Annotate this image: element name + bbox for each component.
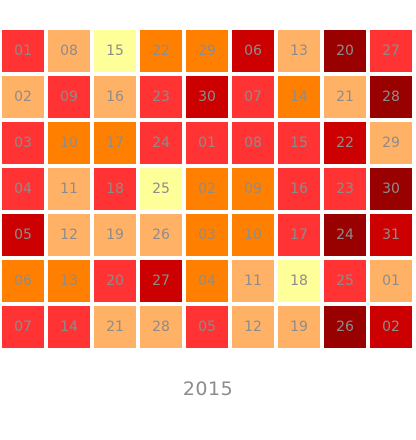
heatmap-cell: 28 — [370, 76, 412, 118]
heatmap-cell: 09 — [48, 76, 90, 118]
heatmap-cell: 19 — [94, 214, 136, 256]
heatmap-cell: 23 — [140, 76, 182, 118]
heatmap-cell: 22 — [324, 122, 366, 164]
heatmap-cell: 30 — [186, 76, 228, 118]
heatmap-cell: 10 — [48, 122, 90, 164]
heatmap-cell: 10 — [232, 214, 274, 256]
heatmap-cell: 23 — [324, 168, 366, 210]
calendar-heatmap: 01 02 03 04 05 06 07 08 09 10 11 12 13 14 15 16 17 18 19 20… — [2, 30, 412, 348]
heatmap-cell: 20 — [324, 30, 366, 72]
heatmap-cell: 13 — [48, 260, 90, 302]
heatmap-cell: 09 — [232, 168, 274, 210]
heatmap-cell: 24 — [140, 122, 182, 164]
heatmap-cell: 01 — [2, 30, 44, 72]
heatmap-cell: 11 — [232, 260, 274, 302]
heatmap-cell: 26 — [140, 214, 182, 256]
heatmap-cell: 17 — [94, 122, 136, 164]
heatmap-cell: 16 — [278, 168, 320, 210]
heatmap-cell: 16 — [94, 76, 136, 118]
heatmap-cell: 14 — [278, 76, 320, 118]
heatmap-cell: 20 — [94, 260, 136, 302]
heatmap-cell: 28 — [140, 306, 182, 348]
heatmap-cell: 14 — [48, 306, 90, 348]
heatmap-cell: 04 — [186, 260, 228, 302]
heatmap-cell: 18 — [94, 168, 136, 210]
heatmap-cell: 05 — [2, 214, 44, 256]
heatmap-cell: 07 — [2, 306, 44, 348]
heatmap-cell: 30 — [370, 168, 412, 210]
heatmap-cell: 18 — [278, 260, 320, 302]
heatmap-cell: 27 — [370, 30, 412, 72]
heatmap-cell: 02 — [2, 76, 44, 118]
heatmap-cell: 22 — [140, 30, 182, 72]
heatmap-cell: 21 — [324, 76, 366, 118]
heatmap-cell: 17 — [278, 214, 320, 256]
heatmap-cell: 19 — [278, 306, 320, 348]
heatmap-cell: 12 — [232, 306, 274, 348]
heatmap-cell: 05 — [186, 306, 228, 348]
heatmap-cell: 13 — [278, 30, 320, 72]
heatmap-cell: 08 — [48, 30, 90, 72]
heatmap-cell: 07 — [232, 76, 274, 118]
heatmap-cell: 03 — [2, 122, 44, 164]
heatmap-cell: 15 — [94, 30, 136, 72]
heatmap-cell: 29 — [370, 122, 412, 164]
heatmap-cell: 02 — [186, 168, 228, 210]
heatmap-cell: 21 — [94, 306, 136, 348]
heatmap-cell: 27 — [140, 260, 182, 302]
heatmap-cell: 12 — [48, 214, 90, 256]
heatmap-cell: 08 — [232, 122, 274, 164]
heatmap-cell: 11 — [48, 168, 90, 210]
heatmap-cell: 02 — [370, 306, 412, 348]
heatmap-cell: 31 — [370, 214, 412, 256]
heatmap-cell: 25 — [324, 260, 366, 302]
heatmap-cell: 01 — [370, 260, 412, 302]
heatmap-cell: 26 — [324, 306, 366, 348]
heatmap-cell: 06 — [2, 260, 44, 302]
heatmap-cell: 03 — [186, 214, 228, 256]
year-label: 2015 — [182, 378, 234, 400]
heatmap-cell: 29 — [186, 30, 228, 72]
heatmap-cell: 06 — [232, 30, 274, 72]
heatmap-cell: 04 — [2, 168, 44, 210]
heatmap-cell: 24 — [324, 214, 366, 256]
heatmap-cell: 25 — [140, 168, 182, 210]
heatmap-cell: 15 — [278, 122, 320, 164]
heatmap-cell: 01 — [186, 122, 228, 164]
